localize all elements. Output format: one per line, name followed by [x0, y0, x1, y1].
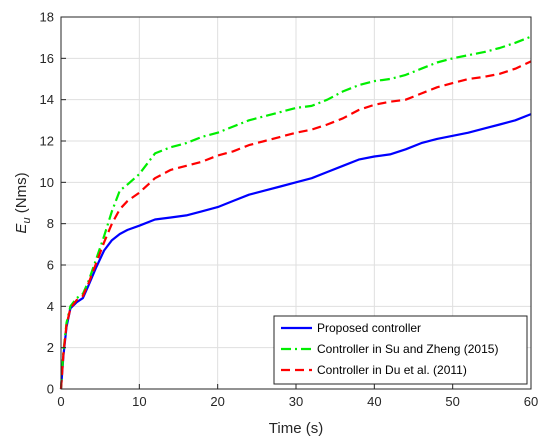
- y-tick-label: 4: [47, 299, 54, 314]
- series-layer: [59, 35, 532, 390]
- y-tick-label: 2: [47, 340, 54, 355]
- x-tick-label: 50: [445, 394, 459, 409]
- legend-label-2: Controller in Su and Zheng (2015): [317, 342, 498, 356]
- legend-box: [273, 315, 528, 385]
- series-line-2: [59, 35, 532, 390]
- y-tick-label: 0: [47, 382, 54, 397]
- x-tick-label: 10: [132, 394, 146, 409]
- y-axis-label-main: E: [13, 223, 30, 234]
- x-tick-label: 30: [289, 394, 303, 409]
- y-tick-label: 16: [40, 51, 54, 66]
- y-tick-label: 12: [40, 134, 54, 149]
- y-tick-label: 14: [40, 92, 54, 107]
- y-tick-label: 18: [40, 10, 54, 25]
- y-axis-label-sub: u: [21, 217, 33, 223]
- legend-label-1: Proposed controller: [317, 321, 421, 335]
- y-tick-label: 10: [40, 175, 54, 190]
- legend-label-3: Controller in Du et al. (2011): [317, 363, 467, 377]
- y-axis-label: Eu (Nms): [13, 172, 33, 233]
- legend: Proposed controller Controller in Su and …: [273, 315, 528, 385]
- x-axis-label: Time (s): [269, 420, 323, 437]
- x-tick-label: 20: [210, 394, 224, 409]
- x-tick-label: 40: [367, 394, 381, 409]
- x-tick-label: 0: [57, 394, 64, 409]
- x-tick-label: 60: [524, 394, 538, 409]
- y-tick-label: 6: [47, 258, 54, 273]
- series-line-3: [59, 60, 532, 390]
- ticks: 0 10 20 30 40 50 60 0 2 4 6 8 10 12 14 16 18: [40, 10, 539, 410]
- y-tick-label: 8: [47, 216, 54, 231]
- y-axis-label-unit: (Nms): [13, 172, 30, 217]
